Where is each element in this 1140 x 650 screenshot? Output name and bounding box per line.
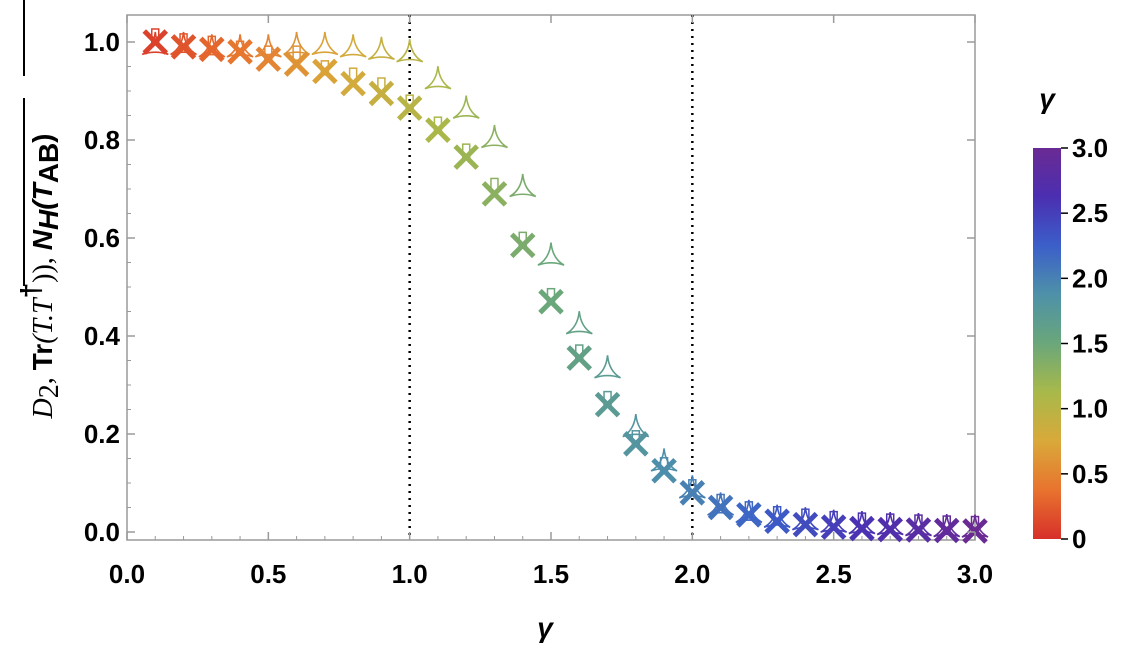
data-point	[594, 355, 621, 379]
y-label-n-argument-subscript: AB	[33, 143, 64, 183]
data-point	[679, 480, 706, 506]
data-point	[565, 311, 593, 335]
y-label-d2-subscript: 2	[34, 384, 65, 398]
data-point	[170, 34, 197, 60]
x-tick-label: 0.5	[250, 559, 286, 589]
data-point	[452, 95, 480, 119]
svg-text:D2, Tr(T.T†)), NH(TAB): D2, Tr(T.T†)), NH(TAB)	[15, 133, 65, 419]
colorbar: γ 0 0.5 1.0 1.5 2.0 2.5 3.0	[1033, 83, 1108, 554]
plot-border	[126, 14, 976, 541]
y-tick-label: 0.2	[84, 419, 120, 449]
colorbar-tick-label: 2.5	[1072, 198, 1108, 228]
data-point	[537, 242, 565, 266]
data-point	[142, 29, 169, 55]
colorbar-gradient	[1033, 148, 1061, 539]
colorbar-tick-label: 1.5	[1072, 329, 1108, 359]
data-point	[933, 517, 960, 544]
y-label-n-argument: (T	[27, 180, 58, 209]
data-point	[792, 511, 819, 538]
y-label-separator: ,	[28, 377, 59, 384]
data-point	[707, 494, 734, 521]
y-tick-label: 0.8	[84, 125, 120, 155]
colorbar-tick-label: 0.5	[1072, 459, 1108, 489]
x-tick-label: 1.0	[392, 559, 428, 589]
data-point	[651, 457, 677, 484]
data-point	[292, 45, 301, 61]
y-label-dagger: †	[15, 283, 46, 299]
y-label-n: N	[27, 229, 58, 250]
x-tick-label: 1.5	[533, 559, 569, 589]
data-point	[905, 517, 932, 543]
data-point	[849, 515, 875, 542]
series-open-tri-star	[141, 31, 989, 538]
y-tick-label: 1.0	[84, 27, 120, 57]
data-point	[538, 288, 564, 315]
data-point	[255, 46, 282, 72]
data-point	[877, 516, 903, 543]
y-label-tr-close: ))	[28, 264, 59, 283]
series-open-rect	[151, 28, 980, 532]
data-point	[425, 117, 451, 143]
y-label-space-2	[28, 250, 59, 257]
series-cross	[142, 29, 988, 544]
x-axis-ticks: 0.0 0.5 1.0 1.5 2.0 2.5 3.0	[109, 15, 993, 589]
data-point	[481, 124, 508, 149]
data-point	[764, 508, 790, 534]
data-point	[367, 36, 395, 61]
reference-lines	[408, 15, 694, 540]
data-point	[594, 391, 621, 418]
y-label-separator-2: ,	[28, 257, 59, 264]
data-point	[396, 39, 424, 63]
data-point	[736, 502, 762, 528]
x-axis-label: γ	[537, 612, 554, 643]
x-tick-label: 2.5	[816, 559, 852, 589]
colorbar-tick-label: 0	[1072, 524, 1086, 554]
data-point	[312, 58, 338, 85]
data-point	[396, 95, 423, 121]
x-tick-label: 0.0	[109, 559, 145, 589]
y-label-space	[28, 370, 59, 377]
colorbar-tick-label: 3.0	[1072, 133, 1108, 163]
data-point	[283, 31, 311, 56]
data-point	[622, 414, 650, 438]
series-markers	[141, 28, 989, 544]
data-point	[820, 514, 847, 540]
y-label-tr: Tr	[27, 344, 58, 371]
data-point	[566, 345, 593, 371]
data-point	[509, 173, 537, 198]
y-axis-label: D2, Tr(T.T†)), NH(TAB)	[15, 0, 65, 420]
data-point	[962, 518, 988, 544]
colorbar-ticks: 0 0.5 1.0 1.5 2.0 2.5 3.0	[1061, 133, 1108, 554]
y-label-n-subscript: H	[33, 209, 64, 230]
data-point	[227, 39, 253, 65]
data-point	[283, 51, 310, 77]
y-label-d2: D	[28, 398, 59, 419]
y-axis-ticks: 0.0 0.2 0.4 0.6 0.8 1.0	[84, 27, 975, 547]
colorbar-title: γ	[1039, 83, 1056, 114]
data-point	[453, 144, 479, 170]
data-point	[340, 70, 366, 97]
data-point	[481, 181, 508, 207]
plot-frame	[126, 14, 976, 541]
y-tick-label: 0.0	[84, 517, 120, 547]
data-point	[424, 66, 452, 90]
data-point	[254, 34, 282, 58]
y-tick-label: 0.4	[84, 321, 121, 351]
y-label-n-close: )	[27, 133, 58, 142]
data-point	[623, 431, 649, 457]
x-tick-label: 2.0	[674, 559, 710, 589]
colorbar-tick-label: 2.0	[1072, 263, 1108, 293]
y-label-tr-argument: (T.T	[28, 296, 59, 344]
data-point	[368, 80, 395, 107]
data-point	[339, 34, 367, 58]
y-tick-label: 0.6	[84, 223, 120, 253]
data-point	[311, 31, 339, 56]
data-point	[509, 232, 536, 259]
x-tick-label: 3.0	[957, 559, 993, 589]
data-point	[199, 36, 225, 63]
colorbar-tick-label: 1.0	[1072, 394, 1108, 424]
